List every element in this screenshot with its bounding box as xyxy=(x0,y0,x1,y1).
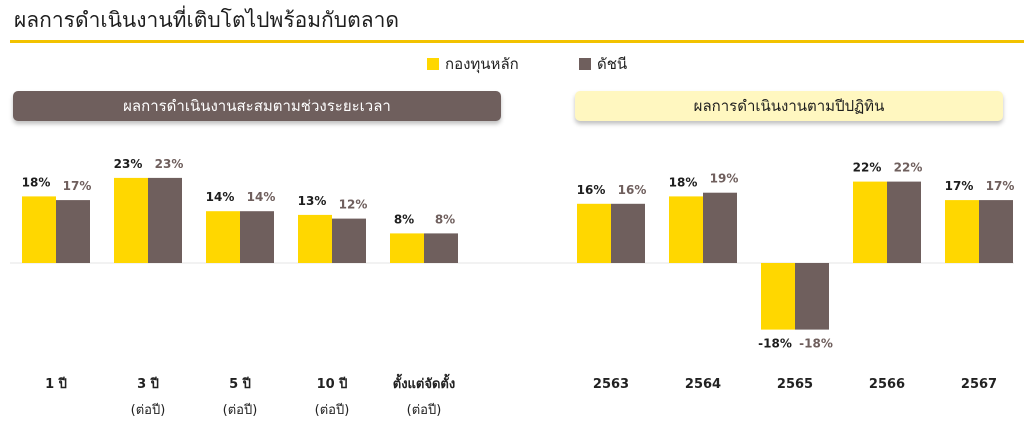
bar-cumulative-index xyxy=(240,211,274,263)
data-label-fund: 16% xyxy=(577,183,606,197)
legend-label-index: ดัชนี xyxy=(597,55,628,73)
category-label: 3 ปี xyxy=(137,376,159,392)
data-label-fund: 18% xyxy=(22,175,51,189)
banner-cumulative: ผลการดำเนินงานสะสมตามช่วงระยะเวลา xyxy=(13,91,501,121)
title-divider xyxy=(10,40,1024,43)
bar-calendar-fund xyxy=(853,181,887,263)
data-label-index: 8% xyxy=(435,212,455,226)
data-label-index: 17% xyxy=(986,179,1015,193)
category-sublabel: (ต่อปี) xyxy=(223,402,258,418)
data-label-index: 23% xyxy=(155,157,184,171)
category-label: 2564 xyxy=(685,377,721,392)
category-label: 10 ปี xyxy=(317,376,348,392)
bar-calendar-fund xyxy=(945,200,979,263)
data-label-index: 17% xyxy=(63,179,92,193)
bar-calendar-index xyxy=(887,181,921,263)
category-sublabel: (ต่อปี) xyxy=(407,402,442,418)
bar-calendar-fund xyxy=(669,196,703,263)
banner-calendar-year: ผลการดำเนินงานตามปีปฏิทิน xyxy=(575,91,1003,121)
page-title: ผลการดำเนินงานที่เติบโตไปพร้อมกับตลาด xyxy=(14,8,400,32)
category-sublabel: (ต่อปี) xyxy=(315,402,350,418)
bar-cumulative-fund xyxy=(114,177,148,263)
bar-calendar-index xyxy=(611,203,645,263)
bar-cumulative-index xyxy=(424,233,458,263)
bar-cumulative-fund xyxy=(298,214,332,263)
data-label-fund: 22% xyxy=(853,161,882,175)
legend-label-fund: กองทุนหลัก xyxy=(445,55,519,73)
category-sublabel: (ต่อปี) xyxy=(131,402,166,418)
bar-cumulative-index xyxy=(56,200,90,263)
data-label-index: -18% xyxy=(799,337,833,351)
data-label-fund: 8% xyxy=(394,212,414,226)
data-label-fund: -18% xyxy=(758,337,792,351)
category-label: 5 ปี xyxy=(229,376,251,392)
data-label-index: 14% xyxy=(247,190,276,204)
legend-swatch-fund xyxy=(427,58,439,70)
data-label-fund: 23% xyxy=(114,157,143,171)
bar-calendar-index xyxy=(979,200,1013,263)
bar-cumulative-index xyxy=(332,218,366,263)
legend-item-index: ดัชนี xyxy=(579,52,627,76)
data-label-index: 12% xyxy=(339,198,368,212)
bar-cumulative-fund xyxy=(206,211,240,263)
category-label: 1 ปี xyxy=(45,376,67,392)
legend-swatch-index xyxy=(579,58,591,70)
data-label-fund: 18% xyxy=(669,175,698,189)
category-label: 2565 xyxy=(777,377,813,392)
category-label: 2567 xyxy=(961,377,997,392)
data-label-fund: 17% xyxy=(945,179,974,193)
category-label: 2563 xyxy=(593,377,629,392)
data-label-index: 22% xyxy=(894,161,923,175)
bar-cumulative-index xyxy=(148,177,182,263)
bar-cumulative-fund xyxy=(390,233,424,263)
category-label: ตั้งแต่จัดตั้ง xyxy=(393,373,455,392)
bar-calendar-fund xyxy=(761,263,795,330)
legend-item-fund: กองทุนหลัก xyxy=(427,52,519,76)
data-label-fund: 14% xyxy=(206,190,235,204)
data-label-index: 19% xyxy=(710,172,739,186)
bar-cumulative-fund xyxy=(22,196,56,263)
category-label: 2566 xyxy=(869,377,905,392)
data-label-fund: 13% xyxy=(298,194,327,208)
data-label-index: 16% xyxy=(618,183,647,197)
bar-calendar-fund xyxy=(577,203,611,263)
bar-calendar-index xyxy=(795,263,829,330)
bar-calendar-index xyxy=(703,192,737,263)
